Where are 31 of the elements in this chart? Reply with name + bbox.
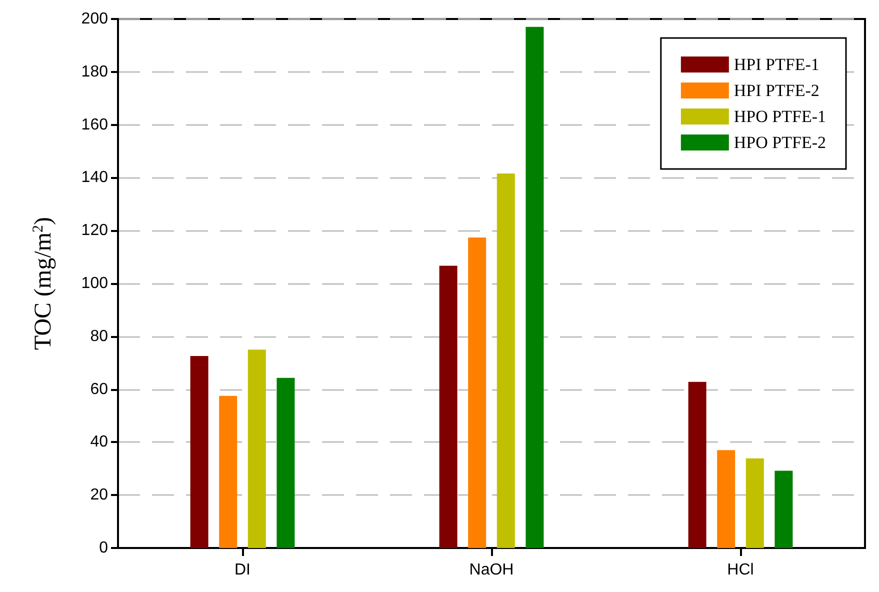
bar	[276, 378, 295, 548]
bar	[746, 458, 764, 548]
y-axis-title: TOC (mg/m2)	[30, 216, 56, 350]
y-tick-label: 20	[90, 486, 108, 504]
legend-label: HPO PTFE-1	[734, 107, 826, 126]
bar	[219, 396, 238, 548]
bar	[717, 450, 736, 548]
y-tick-label: 60	[90, 380, 108, 398]
y-tick-label: 40	[90, 434, 108, 451]
legend-label: HPI PTFE-1	[734, 55, 820, 74]
y-tick-label: 100	[81, 275, 108, 292]
bar	[439, 266, 458, 548]
bar	[190, 356, 208, 548]
bar	[774, 470, 793, 548]
bar	[248, 350, 266, 548]
y-tick-label: 120	[81, 222, 108, 240]
y-tick-label: 80	[90, 328, 108, 345]
x-tick-label: HCl	[727, 562, 754, 578]
bar	[526, 26, 544, 548]
y-tick-label: 180	[81, 63, 108, 80]
y-tick-label: 140	[81, 169, 108, 186]
bar	[496, 173, 515, 548]
y-tick-label: 160	[81, 116, 108, 134]
bar	[468, 237, 486, 548]
y-tick-label: 0	[99, 540, 108, 556]
x-tick-label: NaOH	[469, 562, 514, 578]
x-tick-label: DI	[234, 562, 250, 578]
legend-label: HPI PTFE-2	[734, 81, 820, 100]
legend-label: HPO PTFE-2	[734, 133, 826, 152]
y-tick-label: 200	[81, 10, 108, 28]
bar	[688, 382, 706, 548]
